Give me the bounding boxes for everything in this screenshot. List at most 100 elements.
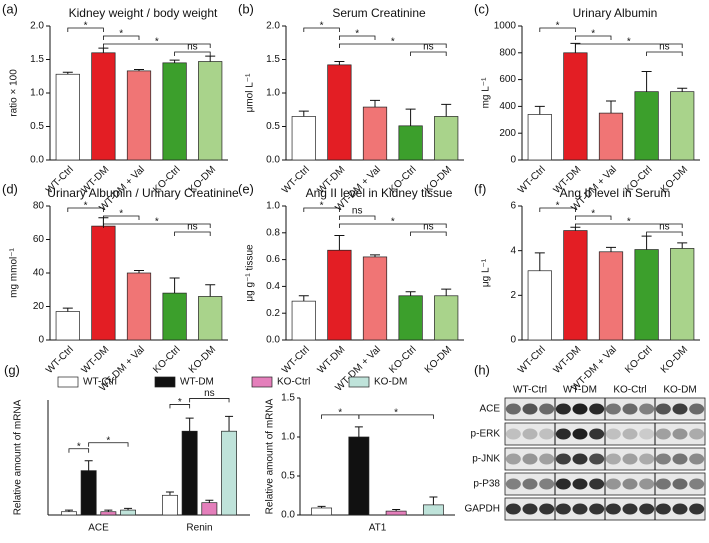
blot-band xyxy=(539,453,555,465)
blot-band xyxy=(555,453,571,465)
blot-band xyxy=(505,403,521,415)
significance-label: * xyxy=(627,37,631,48)
blot-band xyxy=(639,428,655,440)
blot-band xyxy=(622,453,638,465)
y-axis-label: Relative amount of mRNA xyxy=(13,399,24,515)
significance-label: * xyxy=(394,408,398,419)
column-label: WT-Ctrl xyxy=(513,385,547,396)
bar xyxy=(634,249,659,341)
error-bar xyxy=(205,284,216,297)
bar xyxy=(634,91,659,161)
y-tick-label: 1.0 xyxy=(266,88,280,99)
bar xyxy=(126,70,152,161)
significance-label: * xyxy=(84,21,88,32)
significance-bracket xyxy=(410,51,447,56)
column-label: KO-DM xyxy=(663,385,696,396)
significance-bracket xyxy=(539,207,576,212)
blot-band xyxy=(505,478,521,490)
significance-label: * xyxy=(77,441,81,452)
blot-band xyxy=(539,503,555,515)
error-bar xyxy=(392,509,401,512)
blot-band xyxy=(689,428,705,440)
x-tick-label: AT1 xyxy=(369,523,387,534)
panel-label: (e) xyxy=(238,181,254,196)
y-tick-label: 0 xyxy=(510,155,516,166)
panel: Relative amount of mRNA 0.0 0.5 1.0 1.5 AT1 * * xyxy=(265,393,455,534)
significance-bracket xyxy=(575,223,683,228)
error-bar xyxy=(677,87,688,92)
chart-title: Serum Creatinine xyxy=(332,6,426,20)
panel: (c) Urinary Albumin mg L⁻¹ 0 200 400 600 800 100… xyxy=(474,1,700,214)
y-tick-label: 0.6 xyxy=(266,254,280,265)
bar xyxy=(362,256,388,341)
significance-bracket xyxy=(189,398,230,403)
blot-band xyxy=(689,453,705,465)
bar xyxy=(598,112,624,161)
blot-band xyxy=(555,403,571,415)
significance-bracket xyxy=(339,35,376,40)
y-tick-label: 0.5 xyxy=(30,121,44,132)
blot-band xyxy=(555,428,571,440)
significance-bracket xyxy=(174,51,211,56)
blot-band xyxy=(639,503,655,515)
legend-swatch xyxy=(57,376,79,388)
blot-band xyxy=(539,403,555,415)
error-bar xyxy=(298,110,309,117)
blot-band xyxy=(522,503,538,515)
blot-band xyxy=(505,503,521,515)
error-bar xyxy=(165,491,174,496)
blot-band xyxy=(639,403,655,415)
chart-title: Urinary Albumin / Urinary Creatinine xyxy=(47,186,239,200)
error-bar xyxy=(84,460,93,471)
error-bar xyxy=(677,242,688,249)
significance-bracket xyxy=(575,43,683,48)
y-tick-label: 1000 xyxy=(494,21,517,32)
significance-bracket xyxy=(539,27,576,32)
significance-bracket xyxy=(303,207,340,212)
significance-label: ns xyxy=(423,42,434,53)
blot-band xyxy=(672,428,688,440)
error-bar xyxy=(124,507,133,511)
significance-label: * xyxy=(155,37,159,48)
error-bar xyxy=(62,71,73,75)
blot-band xyxy=(522,478,538,490)
error-bar xyxy=(298,295,309,302)
y-tick-label: 1.0 xyxy=(281,432,295,443)
significance-bracket xyxy=(339,223,447,228)
y-tick-label: 6 xyxy=(510,201,516,212)
blot-band xyxy=(672,453,688,465)
blot-band xyxy=(672,503,688,515)
error-bar xyxy=(317,505,326,508)
error-bar xyxy=(98,47,109,53)
blot-band xyxy=(655,428,671,440)
bar xyxy=(80,470,97,516)
panel: (b) Serum Creatinine μmol L⁻¹ 0.0 0.5 1.0 1.5 2… xyxy=(238,1,464,214)
panel-label: (h) xyxy=(474,362,490,377)
significance-bracket xyxy=(103,215,140,220)
significance-bracket xyxy=(303,27,340,32)
error-bar xyxy=(606,100,616,114)
panel-label: (a) xyxy=(2,1,18,16)
y-tick-label: 2.0 xyxy=(30,21,44,32)
bar xyxy=(362,106,388,161)
bar xyxy=(126,272,152,341)
panel-label: (c) xyxy=(474,1,489,16)
bar xyxy=(120,509,136,516)
y-axis-label: ratio × 100 xyxy=(9,69,20,117)
bar xyxy=(422,504,444,516)
blot-band xyxy=(655,453,671,465)
blot-band xyxy=(689,503,705,515)
blot-band xyxy=(555,478,571,490)
bar xyxy=(311,507,333,516)
significance-label: * xyxy=(155,217,159,228)
y-axis-label: mg mmol⁻¹ xyxy=(9,247,20,297)
blot-band xyxy=(605,428,621,440)
y-tick-label: 800 xyxy=(499,47,516,58)
y-tick-label: 0.5 xyxy=(266,121,280,132)
blot-band xyxy=(522,453,538,465)
significance-label: * xyxy=(591,29,595,40)
significance-bracket xyxy=(174,231,211,236)
bar xyxy=(527,114,552,161)
blot-band xyxy=(505,428,521,440)
blot-band xyxy=(672,403,688,415)
